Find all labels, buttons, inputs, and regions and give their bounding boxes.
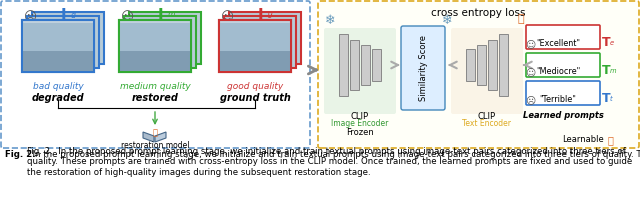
Text: Learnable: Learnable <box>563 135 604 144</box>
Text: ground truth: ground truth <box>220 93 291 103</box>
Text: ☹: ☹ <box>24 11 36 24</box>
Text: $_e$: $_e$ <box>609 38 615 48</box>
FancyBboxPatch shape <box>1 1 310 148</box>
FancyBboxPatch shape <box>451 28 523 114</box>
Text: 🔥: 🔥 <box>518 14 524 24</box>
Text: ☹: ☹ <box>525 95 535 105</box>
Text: bad quality: bad quality <box>33 82 83 91</box>
Bar <box>361 45 370 85</box>
Text: Learned prompts: Learned prompts <box>523 111 604 120</box>
Text: ❄: ❄ <box>442 14 452 27</box>
FancyBboxPatch shape <box>526 25 600 49</box>
Text: $\mathbf{I}$: $\mathbf{I}$ <box>257 7 263 23</box>
Text: $\mathbf{I}$: $\mathbf{I}$ <box>60 7 67 23</box>
Text: Image Encoder: Image Encoder <box>332 119 388 128</box>
Bar <box>339 34 348 96</box>
Text: Fig. 2.  In the proposed prompt learning stage, we initialize and train textual : Fig. 2. In the proposed prompt learning … <box>27 147 632 177</box>
Text: 🔥: 🔥 <box>152 128 157 137</box>
FancyBboxPatch shape <box>526 81 600 105</box>
Bar <box>350 40 359 90</box>
FancyBboxPatch shape <box>318 1 639 148</box>
Bar <box>499 34 508 96</box>
Text: ☺: ☺ <box>120 11 134 24</box>
Text: Frozen: Frozen <box>346 128 374 137</box>
Text: $\mathbf{T}$: $\mathbf{T}$ <box>601 64 611 77</box>
Text: 🔥: 🔥 <box>607 135 613 145</box>
FancyBboxPatch shape <box>401 26 445 110</box>
Text: restoration model: restoration model <box>121 141 189 150</box>
Text: ☺: ☺ <box>525 39 535 49</box>
Bar <box>220 23 290 51</box>
Text: "Excellent": "Excellent" <box>536 39 580 48</box>
Bar <box>23 23 93 51</box>
Text: ☺: ☺ <box>221 11 234 24</box>
Text: ❄: ❄ <box>324 14 335 27</box>
Text: $_t$: $_t$ <box>609 94 614 104</box>
Bar <box>119 20 191 72</box>
Bar <box>372 49 381 81</box>
Text: $_m$: $_m$ <box>167 10 176 20</box>
Text: Similarity Score: Similarity Score <box>419 35 428 101</box>
Text: cross entropy loss: cross entropy loss <box>431 8 525 18</box>
Text: $_d$: $_d$ <box>70 10 77 22</box>
Bar <box>229 12 301 64</box>
Text: $\mathbf{T}$: $\mathbf{T}$ <box>601 92 611 105</box>
Bar <box>32 12 104 64</box>
Text: $\mathbf{T}$: $\mathbf{T}$ <box>601 36 611 49</box>
Polygon shape <box>155 132 166 142</box>
Text: Fig. 2.: Fig. 2. <box>5 150 36 159</box>
Text: CLIP: CLIP <box>351 112 369 121</box>
Bar <box>23 51 93 71</box>
Text: degraded: degraded <box>32 93 84 103</box>
Text: CLIP: CLIP <box>478 112 496 121</box>
Bar <box>224 16 296 68</box>
Text: In the proposed prompt learning stage, we initialize and train textual prompts u: In the proposed prompt learning stage, w… <box>27 150 640 159</box>
Bar <box>120 51 190 71</box>
Text: $\mathbf{I}$: $\mathbf{I}$ <box>157 7 163 23</box>
Bar <box>488 40 497 90</box>
Bar <box>22 20 94 72</box>
Text: restored: restored <box>132 93 179 103</box>
Bar <box>219 20 291 72</box>
Bar <box>124 16 196 68</box>
Bar <box>22 20 94 72</box>
Text: "Mediocre": "Mediocre" <box>536 67 580 76</box>
Bar <box>220 51 290 71</box>
Bar <box>466 49 475 81</box>
Bar <box>219 20 291 72</box>
Bar <box>477 45 486 85</box>
Text: good quality: good quality <box>227 82 283 91</box>
Bar <box>27 16 99 68</box>
Text: medium quality: medium quality <box>120 82 190 91</box>
Text: ☺: ☺ <box>525 67 535 77</box>
Bar <box>120 23 190 51</box>
FancyBboxPatch shape <box>324 28 396 114</box>
Bar <box>129 12 201 64</box>
Text: $_m$: $_m$ <box>609 66 617 76</box>
FancyBboxPatch shape <box>526 53 600 77</box>
Text: $_g$: $_g$ <box>267 10 274 22</box>
Polygon shape <box>143 132 154 142</box>
Text: Text Encoder: Text Encoder <box>463 119 511 128</box>
Bar <box>119 20 191 72</box>
Text: "Terrible": "Terrible" <box>540 95 577 104</box>
